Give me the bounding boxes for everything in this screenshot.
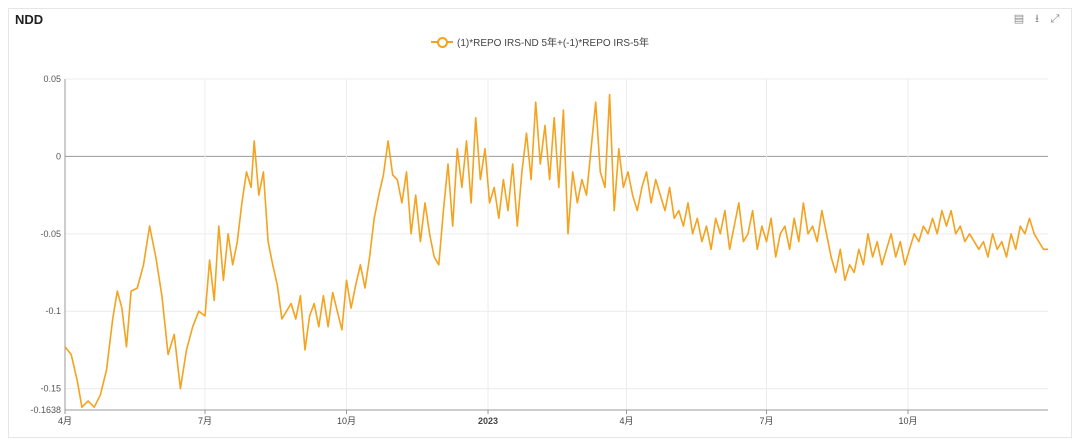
- panel-title: NDD: [15, 12, 44, 27]
- x-tick-label: 7月: [759, 416, 773, 426]
- y-tick-label: -0.1: [45, 306, 61, 316]
- legend-label: (1)*REPO IRS-ND 5年+(-1)*REPO IRS-5年: [457, 38, 649, 49]
- legend-item[interactable]: (1)*REPO IRS-ND 5年+(-1)*REPO IRS-5年: [431, 34, 649, 49]
- download-icon[interactable]: ⭳: [1035, 13, 1039, 25]
- chart-legend: (1)*REPO IRS-ND 5年+(-1)*REPO IRS-5年: [9, 34, 1071, 50]
- toolbox: ▤ ⭳ ⤢: [1013, 13, 1061, 25]
- y-tick-label: -0.1638: [30, 405, 61, 415]
- series-line: [64, 93, 1048, 408]
- chart-panel: NDD ▤ ⭳ ⤢ (1)*REPO IRS-ND 5年+(-1)*REPO I…: [8, 8, 1072, 438]
- data-view-icon[interactable]: ▤: [1013, 13, 1025, 25]
- x-tick-label: 10月: [899, 416, 918, 426]
- x-tick-label: 4月: [619, 416, 633, 426]
- expand-icon[interactable]: ⤢: [1050, 13, 1060, 25]
- x-tick-label: 7月: [198, 416, 212, 426]
- y-tick-label: 0: [56, 151, 61, 161]
- x-tick-label: 10月: [337, 416, 356, 426]
- x-tick-label: 4月: [58, 416, 72, 426]
- legend-line-marker-icon: [431, 36, 453, 48]
- y-tick-label: -0.05: [40, 229, 61, 239]
- y-tick-label: -0.15: [40, 384, 61, 394]
- y-tick-label: 0.05: [43, 74, 61, 84]
- x-tick-label: 2023: [478, 416, 498, 426]
